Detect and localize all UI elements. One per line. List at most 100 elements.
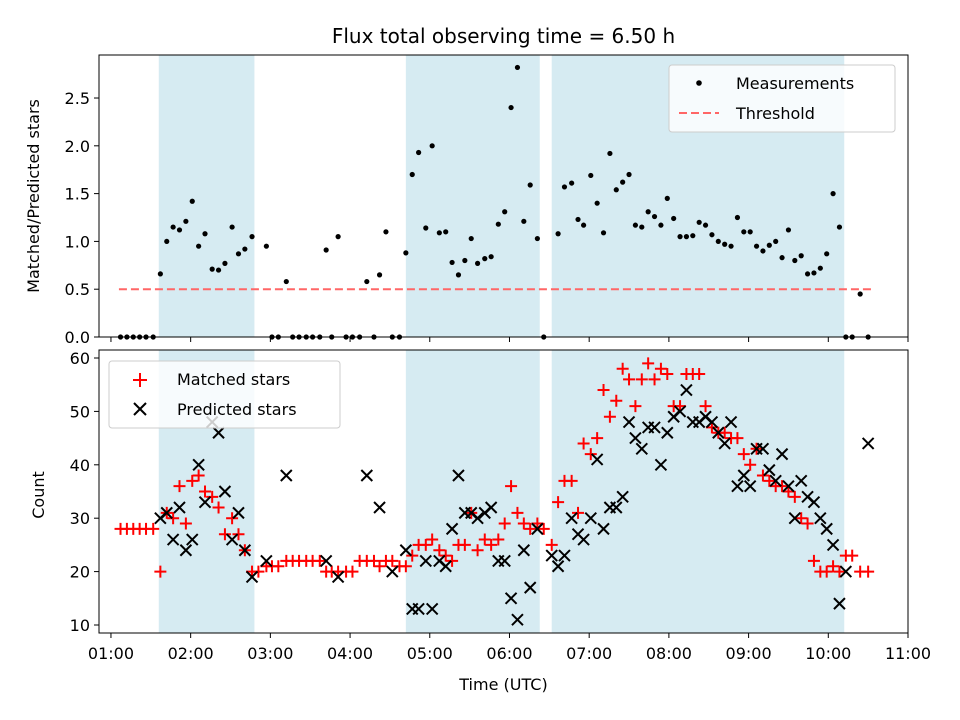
matched-point-95 (737, 448, 750, 461)
predicted-point-13 (238, 544, 252, 557)
predicted-point-44 (551, 560, 565, 573)
matched-point-74 (603, 410, 616, 423)
predicted-point-42 (531, 522, 544, 536)
measurements-legend-marker (696, 80, 702, 86)
matched-point-49 (439, 549, 452, 562)
measurement-point-20 (249, 234, 255, 240)
measurement-point-59 (514, 64, 521, 71)
predicted-point-81 (788, 511, 802, 525)
predicted-point-88 (833, 597, 846, 610)
measurement-point-108 (836, 224, 843, 230)
plot-frame (98, 349, 909, 634)
measurement-point-81 (664, 195, 670, 201)
measurement-point-13 (202, 231, 208, 237)
measurement-point-43 (409, 171, 415, 178)
predicted-point-57 (635, 442, 648, 455)
measurement-point-45 (423, 225, 429, 231)
measurement-point-56 (495, 221, 501, 227)
y-tick-label-1: 20 (70, 563, 90, 582)
predicted-point-28 (439, 560, 452, 573)
measurement-point-51 (462, 257, 468, 264)
matched-point-98 (756, 469, 769, 482)
shaded-interval-1 (405, 55, 540, 337)
measurement-point-80 (658, 222, 664, 228)
predicted-point-3 (173, 501, 186, 514)
measurement-point-105 (817, 265, 823, 271)
predicted-point-78 (769, 474, 782, 488)
predicted-legend-marker (133, 402, 147, 416)
predicted-point-86 (820, 522, 833, 536)
measurement-point-42 (403, 250, 409, 256)
measurement-point-32 (335, 234, 341, 240)
predicted-point-9 (212, 426, 225, 439)
matched-point-54 (471, 544, 484, 557)
measurement-point-68 (581, 222, 587, 228)
matched-point-105 (801, 517, 814, 530)
measurement-point-85 (690, 233, 696, 239)
matched-point-77 (623, 373, 636, 386)
predicted-point-6 (192, 458, 205, 472)
matched-point-18 (232, 528, 245, 541)
measurement-point-83 (677, 234, 683, 240)
predicted-point-18 (331, 570, 345, 584)
predicted-point-35 (484, 501, 498, 514)
y-tick-label-5: 2.5 (65, 89, 90, 108)
measurement-point-38 (376, 272, 383, 278)
predicted-point-64 (680, 383, 693, 397)
measurement-point-19 (242, 246, 248, 252)
y-tick-label-0: 0.0 (65, 328, 90, 347)
matched-point-94 (731, 432, 744, 445)
measurement-point-64 (555, 231, 561, 237)
matched-point-8 (167, 512, 180, 525)
predicted-point-69 (712, 426, 725, 439)
predicted-point-2 (166, 533, 180, 546)
measurement-point-54 (482, 256, 488, 262)
measurements-legend-label: Measurements (736, 74, 854, 93)
measurement-point-96 (760, 248, 766, 254)
matched-point-38 (367, 554, 380, 567)
x-tick-label-2: 03:00 (247, 644, 293, 663)
chart-title: Flux total observing time = 6.50 h (332, 24, 675, 48)
shaded-interval-2 (551, 350, 845, 633)
predicted-point-38 (504, 592, 518, 605)
matched-point-80 (642, 357, 655, 370)
predicted-point-41 (523, 581, 537, 594)
matched-point-104 (795, 512, 808, 525)
measurement-point-46 (429, 143, 435, 149)
measurement-point-111 (857, 291, 863, 297)
matched-point-62 (524, 522, 537, 535)
measurement-point-9 (176, 227, 183, 233)
matched-point-47 (426, 533, 439, 546)
matched-point-78 (629, 400, 642, 413)
matched-point-52 (458, 538, 471, 551)
measurement-point-7 (164, 238, 170, 245)
y-tick-label-3: 1.5 (65, 185, 90, 204)
predicted-point-48 (577, 533, 590, 546)
matched-point-10 (179, 517, 192, 530)
matched-point-12 (192, 469, 205, 482)
predicted-point-24 (412, 602, 425, 616)
matched-point-5 (147, 522, 160, 535)
x-axis-label: Time (UTC) (458, 675, 547, 694)
measurement-point-79 (651, 213, 658, 220)
measurement-point-58 (508, 104, 514, 111)
predicted-point-1 (160, 506, 173, 520)
x-tick-label-10: 11:00 (885, 644, 931, 663)
top-legend: Measurements Threshold (668, 64, 896, 133)
matched-point-99 (763, 474, 776, 487)
measurement-point-92 (734, 214, 741, 221)
predicted-point-30 (452, 469, 465, 482)
predicted-point-54 (616, 490, 629, 504)
measurement-point-12 (196, 243, 202, 249)
matched-point-92 (718, 426, 731, 439)
matched-point-57 (492, 533, 505, 546)
matched-point-79 (635, 373, 648, 386)
matched-point-64 (537, 522, 550, 535)
matched-point-9 (173, 480, 186, 493)
shaded-interval-0 (158, 55, 255, 337)
measurement-point-67 (575, 216, 581, 223)
measurement-point-74 (620, 179, 626, 185)
y-tick-label-4: 2.0 (65, 137, 90, 156)
matched-point-88 (693, 368, 706, 381)
